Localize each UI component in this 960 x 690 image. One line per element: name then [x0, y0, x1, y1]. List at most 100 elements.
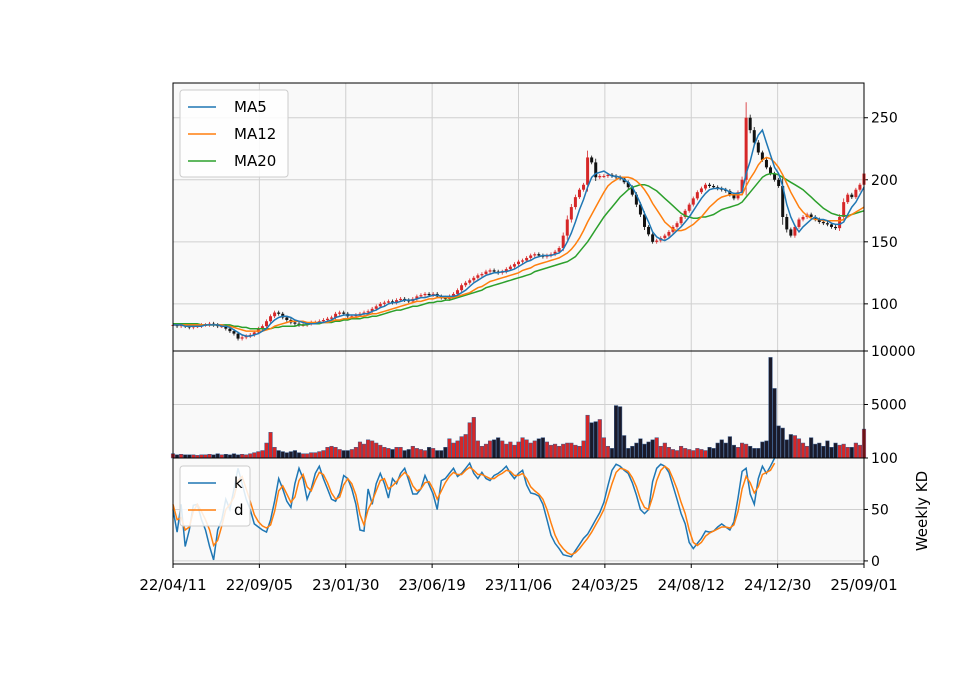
- volume-bar: [313, 452, 318, 459]
- volume-bar: [378, 444, 383, 459]
- candle-body: [517, 261, 520, 265]
- candle-body: [687, 204, 691, 211]
- legend-box: [179, 465, 251, 527]
- volume-bar: [256, 451, 261, 459]
- volume-bar: [585, 414, 590, 459]
- legend-label: MA20: [234, 152, 276, 170]
- volume-bar: [622, 435, 627, 459]
- volume-bar: [240, 454, 245, 459]
- candle-body: [273, 312, 277, 317]
- volume-bar: [317, 451, 322, 459]
- volume-bar: [427, 447, 432, 459]
- volume-bar: [207, 454, 212, 459]
- candle-body: [415, 296, 419, 299]
- y-tick-label: 50: [871, 502, 889, 518]
- volume-bar: [707, 447, 712, 459]
- candle-body: [760, 152, 764, 160]
- volume-bar: [451, 442, 456, 459]
- candle-body: [813, 217, 817, 220]
- volume-bar: [284, 452, 289, 459]
- volume-bar: [857, 444, 862, 459]
- volume-bar: [666, 447, 671, 459]
- candle-body: [427, 293, 431, 296]
- candle-body: [793, 226, 797, 236]
- candle-body: [236, 333, 240, 339]
- volume-bar: [179, 454, 184, 459]
- candle-body: [399, 298, 403, 301]
- volume-bar: [731, 444, 736, 459]
- volume-bar: [520, 437, 525, 459]
- volume-bar: [679, 445, 684, 459]
- volume-bar: [292, 450, 297, 459]
- volume-bar: [500, 440, 505, 459]
- candle-body: [740, 179, 744, 193]
- candle-body: [703, 184, 707, 189]
- volume-bar: [719, 439, 724, 459]
- legend-label: d: [234, 501, 244, 519]
- volume-bar: [626, 448, 631, 459]
- volume-bar: [557, 445, 562, 459]
- candle-body: [342, 312, 346, 314]
- volume-bar: [422, 450, 428, 459]
- volume-bar: [727, 436, 732, 459]
- volume-bar: [829, 447, 834, 459]
- candle-body: [744, 117, 748, 180]
- candle-body: [488, 270, 492, 272]
- volume-bar: [691, 450, 696, 459]
- candle-body: [691, 198, 695, 205]
- candle-body: [269, 316, 273, 322]
- candle-body: [264, 321, 268, 327]
- volume-panel: 5000 10000: [170, 344, 916, 459]
- volume-bar: [508, 441, 513, 459]
- candle-body: [565, 219, 569, 236]
- volume-bar: [467, 422, 472, 459]
- candle-body: [801, 217, 805, 220]
- volume-bar: [341, 450, 346, 459]
- x-tick-label: 25/09/01: [830, 576, 897, 594]
- candle-body: [602, 176, 606, 178]
- volume-bar: [642, 443, 647, 459]
- candle-body: [525, 257, 529, 261]
- volume-bar: [398, 447, 403, 459]
- candle-body: [537, 254, 541, 256]
- volume-bar: [788, 434, 793, 459]
- volume-bar: [459, 436, 464, 459]
- candle-body: [374, 306, 378, 309]
- volume-bar: [337, 449, 342, 459]
- candle-body: [821, 221, 825, 224]
- legend-label: MA12: [234, 125, 276, 143]
- candle-body: [492, 270, 496, 272]
- volume-bar: [487, 440, 493, 459]
- volume-bar: [540, 437, 545, 459]
- candle-body: [667, 231, 671, 236]
- volume-bar: [683, 448, 688, 459]
- volume-bar: [447, 438, 452, 459]
- volume-bar: [528, 442, 533, 459]
- volume-bar: [800, 442, 806, 459]
- y-tick-label: 0: [871, 554, 880, 570]
- candle-body: [464, 282, 468, 286]
- volume-bar: [475, 440, 480, 459]
- x-tick-label: 22/04/11: [139, 576, 206, 594]
- volume-bar: [687, 449, 692, 459]
- x-tick-label: 23/06/19: [398, 576, 465, 594]
- volume-bar: [536, 438, 541, 459]
- candle-body: [643, 214, 647, 227]
- volume-bar: [650, 439, 655, 459]
- y-tick-label: 100: [871, 451, 898, 467]
- candle-body: [370, 308, 374, 312]
- volume-bar: [553, 443, 558, 459]
- volume-bar: [768, 357, 773, 459]
- candle-body: [484, 271, 488, 275]
- volume-bar: [248, 453, 253, 459]
- candle-body: [569, 207, 573, 220]
- candle-body: [456, 290, 460, 294]
- candle-body: [366, 311, 370, 313]
- volume-bar: [833, 442, 838, 459]
- volume-bar: [532, 440, 537, 459]
- y-tick-label: 200: [871, 173, 898, 189]
- x-tick-label: 23/01/30: [312, 576, 379, 594]
- candle-body: [480, 274, 484, 276]
- volume-bar: [593, 421, 598, 459]
